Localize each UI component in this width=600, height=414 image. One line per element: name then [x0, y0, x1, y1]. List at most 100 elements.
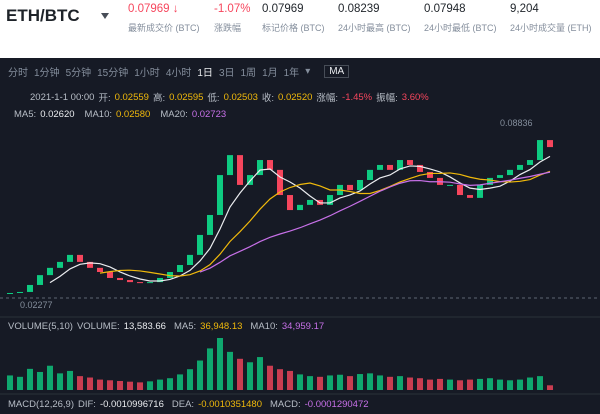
ma-value: 0.02723 [191, 109, 227, 120]
candle [247, 175, 253, 185]
candle [187, 254, 193, 266]
candle [327, 195, 333, 205]
volume-bar [367, 373, 373, 390]
interval-button[interactable]: 分时 [8, 68, 28, 79]
volume-bar [467, 379, 473, 390]
stat-value: 0.07948 [424, 3, 497, 15]
candle [37, 275, 43, 285]
candle [127, 280, 133, 283]
volume-bar [57, 373, 63, 390]
volume-bar [137, 382, 143, 390]
high-label: 0.08836 [500, 118, 533, 128]
info-key: 开: [98, 93, 111, 104]
volume-bar [427, 379, 433, 390]
interval-button[interactable]: 1分钟 [34, 68, 60, 79]
stat-value-text: -1.07% [214, 3, 251, 15]
candle [157, 277, 163, 283]
volume-bar [17, 376, 23, 390]
interval-button[interactable]: 1小时 [134, 68, 160, 79]
stat-label: 24小时最低 (BTC) [424, 23, 497, 33]
candle [457, 184, 463, 196]
info-key: 振幅: [376, 93, 398, 104]
info-value: 0.02559 [114, 91, 149, 103]
toolbar: 分时 1分钟 5分钟 15分钟 1小时 4小时 1日 3日 1周 1月 1年 ▾ MA [8, 64, 350, 79]
candle [107, 272, 113, 278]
interval-button[interactable]: 1日 [197, 68, 213, 79]
pair-name[interactable]: ETH/BTC [6, 6, 80, 25]
candle [227, 155, 233, 176]
indicator-button[interactable]: MA [324, 65, 350, 78]
volume-bar [97, 379, 103, 390]
volume-bar [507, 380, 513, 390]
volume-bar [357, 374, 363, 390]
candle [347, 184, 353, 191]
stat-value-text: 0.07948 [424, 3, 466, 15]
macd-legend: MACD(12,26,9) DIF: -0.0010996716 DEA: -0.001… [8, 399, 373, 410]
legend-key: MA10: [250, 321, 278, 332]
stat-arrow: ↓ [172, 3, 179, 15]
legend-key: MA5: [173, 321, 197, 332]
ma10-line [99, 170, 551, 277]
candle [527, 160, 533, 165]
interval-button[interactable]: 5分钟 [65, 68, 92, 79]
candle [257, 160, 263, 176]
info-value: 0.02595 [169, 91, 204, 103]
interval-button[interactable]: 1年 [283, 68, 300, 79]
stat-label: 24小时成交量 (ETH) [510, 23, 592, 33]
dropdown-icon[interactable] [100, 12, 110, 20]
candle [27, 284, 33, 292]
volume-bar [197, 360, 203, 390]
volume-bar [327, 375, 333, 390]
stat-value-text: 0.08239 [338, 3, 380, 15]
volume-bar [547, 385, 553, 390]
volume-bar [207, 348, 213, 390]
stat-value: 0.07969 [262, 3, 325, 15]
interval-button[interactable]: 3日 [218, 68, 235, 79]
volume-bar [37, 371, 43, 390]
volume-bar [277, 369, 283, 390]
volume-bar [147, 381, 153, 390]
volume-bar [107, 380, 113, 390]
volume-bar [287, 370, 293, 390]
candle [447, 184, 453, 186]
candle [117, 277, 123, 281]
dropdown[interactable]: ▾ [305, 66, 311, 77]
legend-title: MACD(12,26,9) [8, 399, 74, 410]
legend-key: DIF: [78, 399, 96, 410]
volume-bar [307, 376, 313, 390]
stat-value: 0.08239 [338, 3, 411, 15]
candle [357, 179, 363, 191]
candle [17, 291, 23, 293]
interval-button[interactable]: 1周 [240, 68, 257, 79]
candle [537, 140, 543, 161]
stat: 0.07948 24小时最低 (BTC) [424, 3, 497, 34]
candle [367, 169, 373, 180]
ma-key: MA5: [14, 109, 37, 120]
volume-bar [337, 374, 343, 390]
volume-bar [527, 377, 533, 390]
interval-button[interactable]: 1月 [262, 68, 278, 79]
volume-bar [227, 351, 233, 390]
ma-value: 0.02620 [40, 109, 75, 120]
interval-button[interactable]: 15分钟 [97, 68, 129, 79]
stat-value-text: 9,204 [510, 3, 539, 15]
info-value: 0.02520 [278, 91, 313, 103]
candle [307, 199, 313, 205]
candle [387, 164, 393, 170]
volume-bar [127, 381, 133, 390]
volume-bar [377, 375, 383, 390]
volume-bar [317, 376, 323, 390]
stat-label: 24小时最高 (BTC) [338, 23, 411, 33]
volume-bar [477, 378, 483, 390]
candle-info: 2021-1-1 00:00 开: 0.02559 高: 0.02595 低: 0.0250… [30, 90, 429, 105]
info-key: 收: [261, 93, 275, 104]
legend-value: 36,948.13 [200, 321, 243, 332]
legend-key: VOLUME: [76, 321, 120, 332]
volume-bar [407, 377, 413, 390]
stat-label: 标记价格 (BTC) [262, 23, 325, 33]
candle [427, 171, 433, 178]
interval-button[interactable]: 4小时 [165, 68, 192, 79]
candle [547, 140, 553, 148]
volume-bar [167, 378, 173, 390]
candle [297, 204, 303, 211]
